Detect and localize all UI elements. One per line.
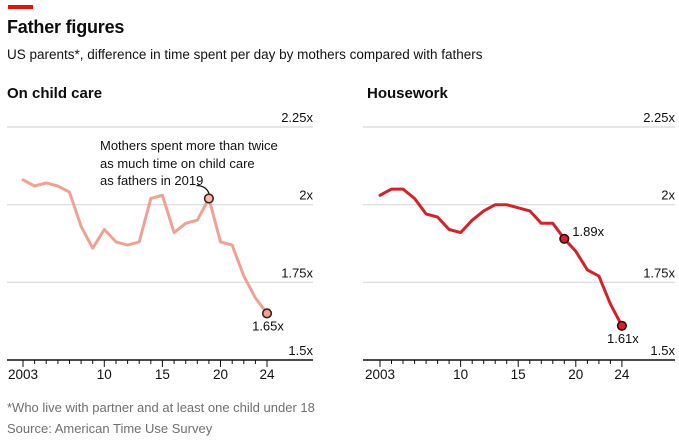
x-tick-label: 24	[259, 367, 275, 382]
childcare-annotation: Mothers spent more than twice as much ti…	[100, 137, 278, 190]
x-tick-label: 2003	[365, 367, 395, 382]
footnote: *Who live with partner and at least one …	[7, 400, 315, 415]
y-tick-label: 1.5x	[650, 343, 675, 358]
childcare-chart: 2.25x 2x 1.75x 1.5x 2003 10 15 20 24 1.65x	[7, 110, 313, 382]
x-tick-label: 20	[568, 367, 583, 382]
y-tick-label: 1.75x	[643, 265, 675, 280]
value-label-2024: 1.61x	[607, 331, 639, 346]
source-line: Source: American Time Use Survey	[7, 421, 213, 436]
x-tick-label: 15	[511, 367, 526, 382]
x-tick-label: 2003	[8, 367, 38, 382]
panel-heading-childcare: On child care	[7, 85, 103, 102]
childcare-series-line	[21, 178, 269, 315]
x-tick-label: 24	[614, 367, 630, 382]
y-tick-label: 2.25x	[281, 110, 313, 125]
childcare-marker-2024	[261, 308, 273, 319]
housework-marker-2019	[559, 233, 570, 244]
page-title: Father figures	[7, 17, 125, 37]
x-tick-label: 15	[155, 367, 170, 382]
annotation-line: Mothers spent more than twice	[100, 138, 278, 153]
annotation-leader-line	[196, 184, 210, 194]
annotation-line: as fathers in 2019	[100, 173, 204, 188]
y-tick-label: 2.25x	[643, 110, 675, 125]
housework-series-line	[378, 187, 624, 328]
chart-subtitle: US parents*, difference in time spent pe…	[7, 47, 483, 62]
value-label-2024: 1.65x	[252, 318, 284, 333]
y-tick-label: 1.75x	[281, 265, 313, 280]
housework-chart: 2.25x 2x 1.75x 1.5x 2003 10 15 20 24 1.89x 1.61x	[363, 110, 675, 382]
brand-accent-bar	[8, 5, 33, 9]
y-tick-label: 2x	[661, 188, 675, 203]
value-label-2019: 1.89x	[572, 224, 604, 239]
x-tick-label: 10	[453, 367, 468, 382]
y-tick-label: 1.5x	[288, 343, 313, 358]
housework-marker-2024	[616, 320, 627, 331]
panel-heading-housework: Housework	[367, 85, 448, 102]
x-tick-label: 20	[213, 367, 228, 382]
annotation-line: as much time on child care	[100, 155, 255, 171]
childcare-marker-2019	[203, 193, 214, 204]
y-tick-label: 2x	[299, 188, 313, 203]
x-tick-label: 10	[97, 367, 112, 382]
